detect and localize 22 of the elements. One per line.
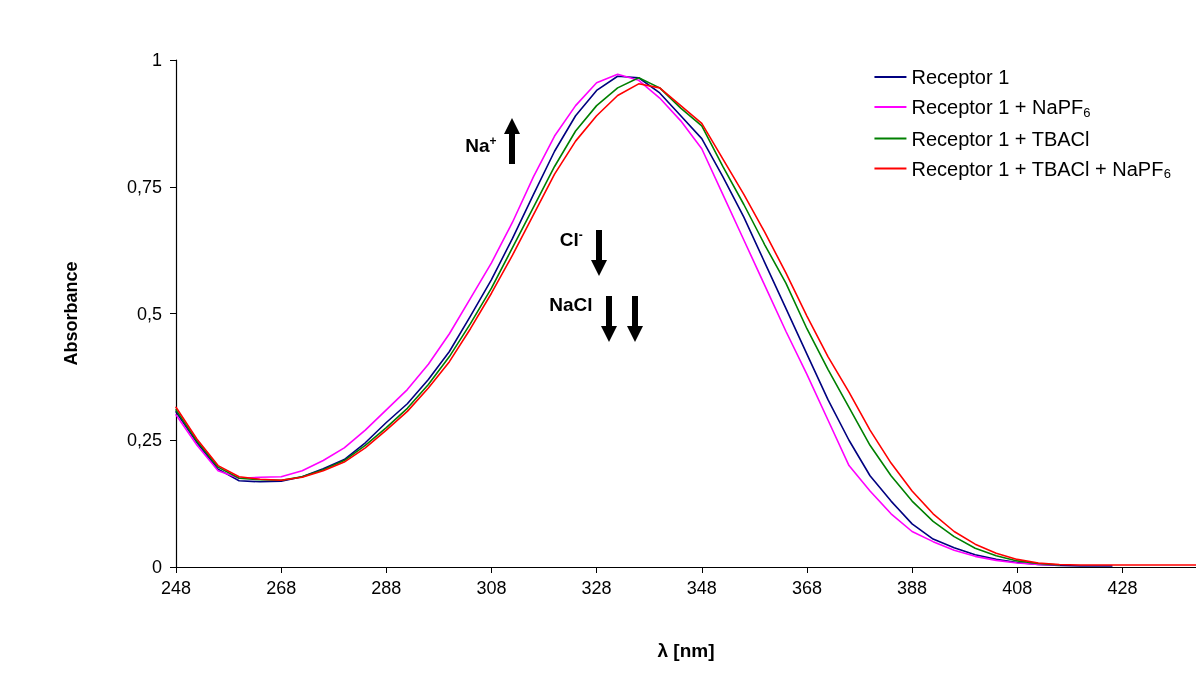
x-tick-label: 308	[476, 578, 507, 598]
y-tick-label: 0	[151, 557, 162, 577]
annotation: NaCl	[549, 293, 593, 316]
y-tick-label: 0,75	[126, 176, 162, 197]
x-tick-label: 288	[371, 578, 402, 598]
x-tick-label: 408	[1002, 578, 1033, 598]
annotation: Na$^{+}$	[465, 134, 497, 158]
x-tick-label: 368	[791, 578, 822, 598]
x-tick-label: 388	[897, 578, 928, 598]
x-axis-title: λ [nm]	[657, 640, 715, 661]
annotation: Cl$^{-}$	[559, 227, 583, 252]
legend-label: Receptor 1 + TBACl	[911, 127, 1090, 150]
y-tick-label: 0,5	[136, 303, 162, 324]
x-tick-label: 248	[160, 578, 192, 598]
x-tick-label: 268	[266, 578, 297, 598]
x-tick-label: 428	[1107, 578, 1138, 598]
y-tick-label: 0,25	[126, 430, 162, 451]
x-tick-label: 348	[686, 578, 717, 598]
x-tick-label: 328	[581, 578, 612, 598]
y-axis-title: Absorbance	[61, 261, 81, 366]
y-tick-label: 1	[151, 50, 162, 70]
legend-label: Receptor 1	[911, 66, 1010, 88]
